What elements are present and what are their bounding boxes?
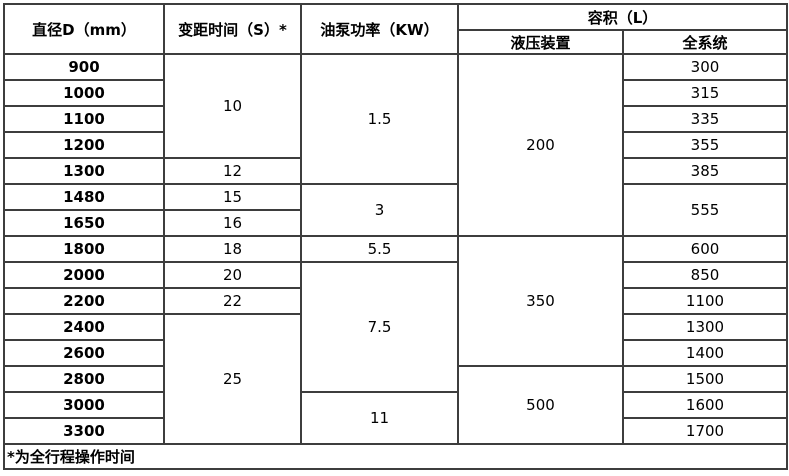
table-row: 900 10 1.5 200 300 xyxy=(3,53,788,237)
footnote-row: *为全行程操作时间 xyxy=(3,443,788,470)
cell-pitch-time: 18 xyxy=(163,235,302,263)
cell-pitch-time: 12 xyxy=(163,157,302,185)
cell-hydraulic: 200 xyxy=(457,53,624,237)
cell-diameter: 3000 xyxy=(3,391,165,419)
table-row: 2600 1400 xyxy=(3,339,788,367)
cell-full-system: 385 xyxy=(622,157,788,185)
cell-diameter: 900 xyxy=(3,53,165,81)
cell-diameter: 2400 xyxy=(3,313,165,341)
cell-diameter: 3300 xyxy=(3,417,165,445)
cell-full-system: 355 xyxy=(622,131,788,159)
cell-full-system: 1300 xyxy=(622,313,788,341)
cell-diameter: 1480 xyxy=(3,183,165,211)
cell-diameter: 1800 xyxy=(3,235,165,263)
cell-full-system: 850 xyxy=(622,261,788,289)
cell-diameter: 1300 xyxy=(3,157,165,185)
table-row: 1200 355 xyxy=(3,131,788,159)
cell-pitch-time: 25 xyxy=(163,313,302,445)
table-row: 3300 1700 xyxy=(3,417,788,445)
cell-hydraulic: 500 xyxy=(457,365,624,445)
header-full-system: 全系统 xyxy=(622,29,788,55)
cell-full-system: 1500 xyxy=(622,365,788,393)
table-row: 2200 22 1100 xyxy=(3,287,788,315)
cell-diameter: 1000 xyxy=(3,79,165,107)
cell-pump-power: 1.5 xyxy=(300,53,459,185)
header-pitch-time: 变距时间（S）* xyxy=(163,3,302,55)
cell-pitch-time: 20 xyxy=(163,261,302,289)
cell-pump-power: 7.5 xyxy=(300,261,459,393)
cell-pitch-time: 16 xyxy=(163,209,302,237)
header-row-sub: 液压装置 全系统 xyxy=(4,29,788,55)
table-row: 3000 11 1600 xyxy=(3,391,788,445)
table-row: 1300 12 385 xyxy=(3,157,788,185)
cell-full-system: 315 xyxy=(622,79,788,107)
cell-full-system: 1400 xyxy=(622,339,788,367)
cell-pump-power: 11 xyxy=(300,391,459,445)
table-row: 2400 25 1300 xyxy=(3,313,788,445)
cell-pump-power: 5.5 xyxy=(300,235,459,263)
cell-full-system: 335 xyxy=(622,105,788,133)
cell-full-system: 1600 xyxy=(622,391,788,419)
header-pump-power: 油泵功率（KW） xyxy=(300,3,459,55)
cell-diameter: 1100 xyxy=(3,105,165,133)
header-volume: 容积（L） xyxy=(457,3,788,31)
header-diameter: 直径D（mm） xyxy=(3,3,165,55)
cell-diameter: 1200 xyxy=(3,131,165,159)
header-hydraulic-device: 液压装置 xyxy=(457,29,624,55)
table-row: 1650 16 xyxy=(3,209,787,237)
cell-diameter: 2200 xyxy=(3,287,165,315)
cell-full-system: 300 xyxy=(622,53,788,81)
cell-hydraulic: 350 xyxy=(457,235,624,367)
header-row-main: 直径D（mm） 变距时间（S）* 油泵功率（KW） 容积（L） xyxy=(3,3,788,55)
cell-pump-power: 3 xyxy=(300,183,459,237)
cell-pitch-time: 10 xyxy=(163,53,302,159)
cell-full-system: 1100 xyxy=(622,287,788,315)
table-row: 1480 15 3 555 xyxy=(3,183,788,237)
cell-full-system: 1700 xyxy=(622,417,788,445)
cell-diameter: 2800 xyxy=(3,365,165,393)
cell-full-system: 600 xyxy=(622,235,788,263)
cell-diameter: 1650 xyxy=(3,209,165,237)
footnote-text: *为全行程操作时间 xyxy=(3,443,788,470)
cell-diameter: 2600 xyxy=(3,339,165,367)
cell-pitch-time: 22 xyxy=(163,287,302,315)
cell-diameter: 2000 xyxy=(3,261,165,289)
table-row: 1100 335 xyxy=(3,105,788,133)
cell-pitch-time: 15 xyxy=(163,183,302,211)
cell-full-system: 555 xyxy=(622,183,788,237)
spec-table: 直径D（mm） 变距时间（S）* 油泵功率（KW） 容积（L） 液压装置 全系统… xyxy=(3,3,788,470)
table-row: 2000 20 7.5 850 xyxy=(3,261,788,393)
table-row: 1000 315 xyxy=(3,79,788,107)
table-row: 2800 500 1500 xyxy=(3,365,788,445)
table-row: 1800 18 5.5 350 600 xyxy=(3,235,788,367)
